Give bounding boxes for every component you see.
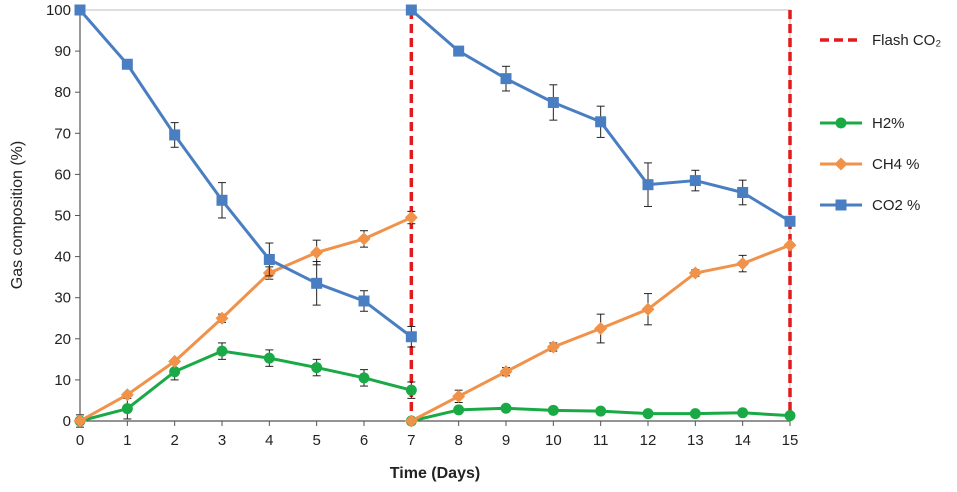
legend: Flash CO₂ H2% CH4 % CO2 % bbox=[820, 32, 941, 214]
co2-point bbox=[263, 253, 275, 265]
h2-point bbox=[169, 366, 181, 378]
ch4-point bbox=[310, 245, 324, 259]
h2-point bbox=[405, 384, 417, 396]
ch4-point bbox=[404, 211, 418, 225]
ch4-point bbox=[594, 322, 608, 336]
x-tick-label: 12 bbox=[640, 432, 657, 449]
ch4-point bbox=[452, 389, 466, 403]
h2-point bbox=[358, 372, 370, 384]
h2-point bbox=[689, 408, 701, 420]
y-tick-label: 20 bbox=[54, 331, 71, 348]
ch4-point bbox=[215, 311, 229, 325]
h2-point bbox=[216, 345, 228, 357]
co2-point bbox=[453, 45, 465, 57]
ch4-point bbox=[641, 302, 655, 316]
x-tick-label: 2 bbox=[170, 432, 178, 449]
h2-point bbox=[263, 352, 275, 364]
x-tick-label: 14 bbox=[734, 432, 751, 449]
co2-point bbox=[169, 129, 181, 141]
x-tick-label: 8 bbox=[454, 432, 462, 449]
co2-point bbox=[784, 215, 796, 227]
h2-point bbox=[311, 362, 323, 374]
y-tick-label: 80 bbox=[54, 84, 71, 101]
ch4-point bbox=[73, 414, 87, 428]
ch4-point bbox=[357, 232, 371, 246]
ch4-series-line bbox=[79, 216, 412, 423]
legend-label-flashco: Flash CO₂ bbox=[872, 32, 941, 49]
x-tick-label: 15 bbox=[782, 432, 799, 449]
x-tick-label: 7 bbox=[407, 432, 415, 449]
ch4-point bbox=[120, 388, 134, 402]
x-tick-label: 3 bbox=[218, 432, 226, 449]
x-tick-label: 13 bbox=[687, 432, 704, 449]
ch4-point bbox=[404, 414, 418, 428]
co2-point bbox=[642, 179, 654, 191]
h2-series-line bbox=[79, 349, 412, 423]
y-tick-label: 70 bbox=[54, 125, 71, 142]
co2-point bbox=[216, 194, 228, 206]
h2-point bbox=[121, 403, 133, 415]
x-tick-label: 6 bbox=[360, 432, 368, 449]
x-tick-label: 4 bbox=[265, 432, 273, 449]
legend-label-ch4: CH4 % bbox=[872, 156, 920, 173]
legend-label-co2: CO2 % bbox=[872, 197, 920, 214]
co2-point bbox=[121, 58, 133, 70]
h2-point bbox=[595, 405, 607, 417]
h2-point bbox=[784, 410, 796, 422]
co2-point bbox=[311, 277, 323, 289]
ch4-point bbox=[736, 257, 750, 271]
h2-point bbox=[453, 404, 465, 416]
y-axis-title: Gas composition (%) bbox=[9, 141, 26, 290]
x-tick-label: 9 bbox=[502, 432, 510, 449]
h2-point bbox=[547, 404, 559, 416]
co2-point bbox=[358, 295, 370, 307]
y-tick-label: 10 bbox=[54, 372, 71, 389]
ch4-point bbox=[168, 354, 182, 368]
co2-point bbox=[547, 96, 559, 108]
legend-marker-h2 bbox=[835, 117, 847, 129]
y-tick-label: 30 bbox=[54, 290, 71, 307]
co2-point bbox=[500, 73, 512, 85]
co2-point bbox=[74, 4, 86, 16]
y-tick-label: 60 bbox=[54, 166, 71, 183]
co2-point bbox=[405, 4, 417, 16]
legend-label-h2: H2% bbox=[872, 115, 905, 132]
y-tick-label: 90 bbox=[54, 43, 71, 60]
ch4-point bbox=[499, 365, 513, 379]
h2-point bbox=[500, 402, 512, 414]
y-tick-label: 100 bbox=[46, 2, 71, 19]
co2-point bbox=[405, 331, 417, 343]
y-tick-label: 0 bbox=[63, 413, 71, 430]
ch4-point bbox=[688, 266, 702, 280]
plot-frame bbox=[79, 9, 791, 422]
y-tick-label: 40 bbox=[54, 249, 71, 266]
x-tick-label: 0 bbox=[76, 432, 84, 449]
ch4-point bbox=[546, 340, 560, 354]
co2-point bbox=[595, 116, 607, 128]
co2-point bbox=[737, 186, 749, 198]
legend-marker-co2 bbox=[835, 199, 847, 211]
co2-series-line bbox=[78, 9, 413, 338]
legend-marker-ch4 bbox=[834, 157, 848, 171]
h2-point bbox=[737, 407, 749, 419]
x-axis-title: Time (Days) bbox=[390, 465, 480, 482]
co2-point bbox=[689, 175, 701, 187]
x-tick-label: 11 bbox=[593, 432, 609, 449]
h2-point bbox=[642, 408, 654, 420]
y-tick-label: 50 bbox=[54, 208, 71, 225]
x-tick-label: 10 bbox=[545, 432, 562, 449]
ch4-point bbox=[783, 238, 797, 252]
x-tick-label: 1 bbox=[123, 432, 131, 449]
x-tick-label: 5 bbox=[312, 432, 320, 449]
